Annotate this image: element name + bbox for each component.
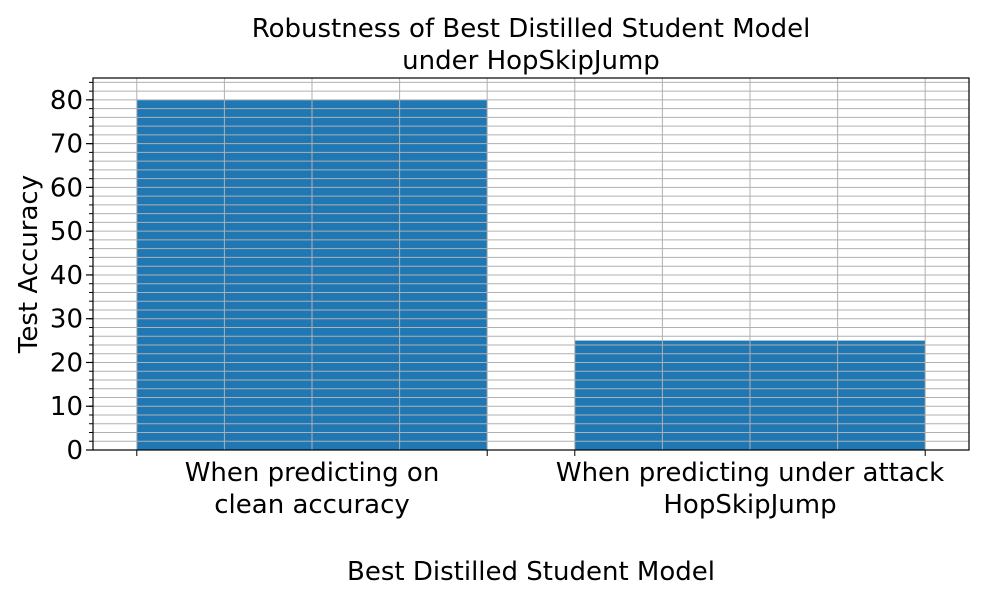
x-tick-label: clean accuracy	[214, 490, 410, 520]
x-axis-label: Best Distilled Student Model	[347, 557, 715, 587]
y-tick-label: 20	[50, 348, 83, 378]
y-tick-label: 70	[50, 130, 83, 160]
x-tick-label: When predicting on	[185, 458, 440, 488]
y-tick-label: 0	[66, 436, 83, 466]
y-tick-label: 50	[50, 217, 83, 247]
y-tick-label: 40	[50, 261, 83, 291]
y-tick-label: 30	[50, 305, 83, 335]
chart-title-line-2: under HopSkipJump	[402, 46, 660, 76]
y-tick-label: 10	[50, 392, 83, 422]
chart-title-line-1: Robustness of Best Distilled Student Mod…	[252, 14, 811, 44]
y-axis-label: Test Accuracy	[14, 175, 44, 354]
axes-frame	[92, 77, 970, 451]
plot-area: 0 10 20 30 40 50 60 70 80 When predicting onclean…	[50, 77, 970, 520]
y-tick-label: 60	[50, 173, 83, 203]
x-tick-label: HopSkipJump	[663, 490, 836, 520]
y-tick-label: 80	[50, 86, 83, 116]
x-tick-label: When predicting under attack	[556, 458, 944, 488]
